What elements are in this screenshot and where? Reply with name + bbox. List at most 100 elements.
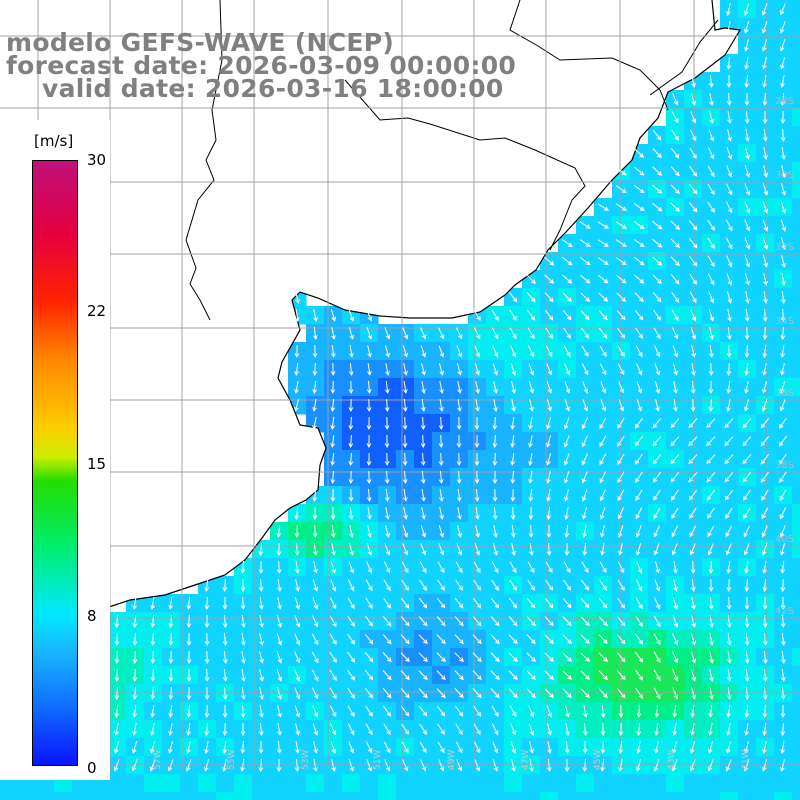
wind-arrow — [599, 453, 607, 466]
wind-cell — [792, 594, 800, 613]
wind-arrow — [258, 560, 264, 575]
wind-cell — [90, 792, 109, 800]
wind-arrow — [367, 525, 372, 538]
wind-cell — [774, 774, 793, 793]
wind-cell — [648, 792, 667, 800]
wind-arrow — [366, 561, 373, 574]
wind-arrow — [204, 650, 210, 665]
wind-arrow — [312, 705, 319, 718]
wind-arrow — [762, 92, 768, 107]
wind-arrow — [348, 543, 354, 556]
wind-arrow — [565, 723, 570, 736]
latitude-label: 42S — [775, 606, 794, 617]
wind-arrow — [348, 309, 355, 322]
wind-arrow — [168, 723, 173, 736]
wind-arrow — [780, 759, 785, 772]
wind-arrow — [401, 741, 409, 754]
wind-arrow — [400, 634, 410, 645]
wind-arrow — [330, 452, 336, 467]
wind-arrow — [366, 741, 373, 754]
wind-arrow — [312, 723, 319, 736]
wind-arrow — [132, 741, 138, 754]
wind-arrow — [204, 668, 210, 683]
wind-arrow — [186, 704, 192, 719]
wind-arrow — [727, 309, 732, 322]
wind-arrow — [526, 652, 536, 663]
wind-arrow — [382, 687, 392, 699]
wind-cell — [612, 774, 631, 793]
wind-arrow — [726, 741, 732, 754]
wind-cell — [576, 774, 595, 793]
wind-arrow — [652, 166, 663, 176]
wind-arrow — [330, 506, 336, 521]
wind-arrow — [654, 704, 660, 719]
wind-arrow — [366, 759, 373, 772]
wind-cell — [792, 468, 800, 487]
wind-arrow — [276, 651, 283, 664]
wind-arrow — [708, 362, 714, 377]
wind-arrow — [186, 632, 192, 647]
wind-cell — [792, 666, 800, 685]
latitude-label: 28S — [775, 96, 794, 107]
wind-arrow — [726, 291, 732, 304]
wind-arrow — [330, 723, 337, 736]
wind-arrow — [383, 579, 391, 592]
wind-cell — [630, 792, 649, 800]
wind-arrow — [779, 3, 786, 16]
wind-arrow — [744, 381, 749, 394]
wind-arrow — [438, 470, 444, 485]
wind-arrow — [295, 309, 300, 322]
wind-arrow — [564, 542, 570, 557]
wind-arrow — [672, 687, 679, 700]
wind-arrow — [617, 363, 625, 376]
wind-arrow — [330, 524, 336, 539]
wind-arrow — [779, 417, 787, 429]
wind-arrow — [510, 741, 517, 754]
wind-arrow — [222, 597, 228, 611]
wind-arrow — [456, 543, 463, 556]
wind-arrow — [527, 345, 535, 358]
wind-cell — [792, 126, 800, 145]
wind-arrow — [421, 507, 426, 520]
wind-cell — [198, 792, 217, 800]
wind-arrow — [474, 759, 481, 772]
wind-arrow — [132, 632, 138, 647]
wind-arrow — [294, 399, 299, 412]
wind-arrow — [780, 201, 787, 214]
wind-arrow — [492, 434, 498, 449]
wind-arrow — [510, 345, 517, 358]
wind-arrow — [600, 399, 607, 412]
wind-arrow — [132, 650, 138, 665]
wind-arrow — [562, 670, 573, 680]
wind-arrow — [670, 238, 680, 249]
wind-arrow — [508, 652, 518, 663]
wind-arrow — [384, 759, 391, 772]
wind-cell — [72, 792, 91, 800]
wind-arrow — [563, 345, 571, 358]
wind-arrow — [579, 221, 591, 229]
wind-arrow — [384, 543, 391, 556]
wind-arrow — [330, 741, 337, 754]
wind-arrow — [545, 579, 553, 591]
wind-cell — [306, 792, 325, 800]
wind-arrow — [132, 597, 137, 610]
wind-arrow — [581, 471, 588, 484]
wind-arrow — [670, 471, 680, 483]
wind-arrow — [726, 380, 732, 395]
wind-arrow — [780, 632, 786, 647]
wind-arrow — [421, 381, 426, 394]
wind-arrow — [762, 57, 767, 70]
wind-arrow — [437, 741, 445, 754]
wind-cell — [792, 36, 800, 55]
wind-arrow — [186, 723, 191, 736]
wind-arrow — [762, 614, 768, 629]
wind-arrow — [635, 597, 643, 610]
wind-arrow — [492, 759, 499, 772]
wind-cell — [252, 792, 271, 800]
wind-arrow — [762, 219, 769, 232]
wind-arrow — [384, 416, 390, 431]
wind-arrow — [634, 274, 645, 284]
wind-arrow — [725, 525, 733, 538]
wind-arrow — [529, 741, 534, 754]
wind-arrow — [744, 219, 751, 232]
